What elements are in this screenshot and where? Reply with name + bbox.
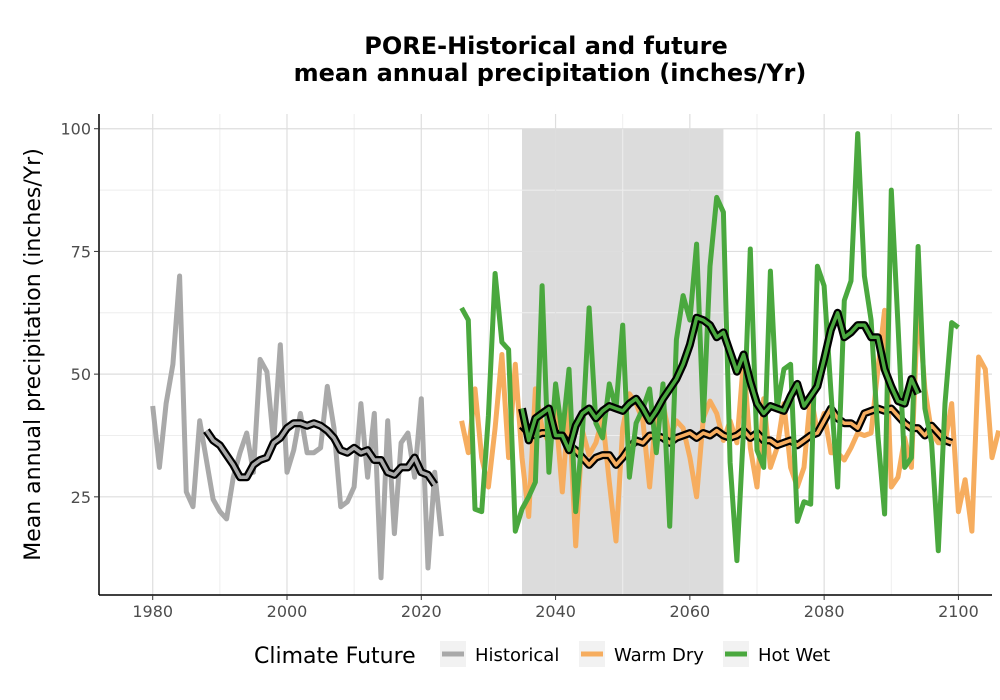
legend-label: Hot Wet [758, 645, 830, 666]
tick-labels: 1980 2000 2020 2040 2060 2080 2100 25 50 75 100 [60, 120, 978, 621]
legend-item-warm-dry: Warm Dry [579, 641, 704, 667]
x-tick-label: 2020 [401, 602, 442, 621]
legend-title: Climate Future [254, 644, 416, 669]
x-tick-label: 2040 [535, 602, 576, 621]
x-tick-label: 2060 [669, 602, 710, 621]
x-tick-label: 2000 [267, 602, 308, 621]
legend-item-historical: Historical [440, 641, 559, 667]
legend: Climate Future Historical Warm Dry Hot Wet [254, 641, 830, 669]
series-hot-wet-trend-line [520, 311, 920, 452]
series-historical-trend-line [204, 421, 437, 486]
series-warm-dry-trend-line [520, 406, 953, 467]
legend-label: Warm Dry [614, 645, 704, 666]
y-tick-label: 75 [71, 242, 91, 261]
legend-label: Historical [475, 645, 559, 666]
y-tick-label: 25 [71, 488, 91, 507]
axes [98, 114, 992, 596]
y-axis-title: Mean annual precipitation (inches/Yr) [21, 148, 46, 561]
y-tick-label: 50 [71, 365, 91, 384]
chart-title-line-2: mean annual precipitation (inches/Yr) [294, 59, 807, 87]
chart-title-line-1: PORE-Historical and future [364, 32, 727, 60]
legend-item-hot-wet: Hot Wet [723, 641, 830, 667]
y-tick-label: 100 [60, 120, 91, 139]
data-series [150, 131, 1000, 581]
chart-title: PORE-Historical and future mean annual p… [294, 32, 807, 87]
x-tick-label: 1980 [132, 602, 173, 621]
x-tick-label: 2100 [938, 602, 979, 621]
series-hot-wet-line [459, 131, 960, 564]
series-historical-line [150, 273, 444, 581]
x-tick-label: 2080 [804, 602, 845, 621]
